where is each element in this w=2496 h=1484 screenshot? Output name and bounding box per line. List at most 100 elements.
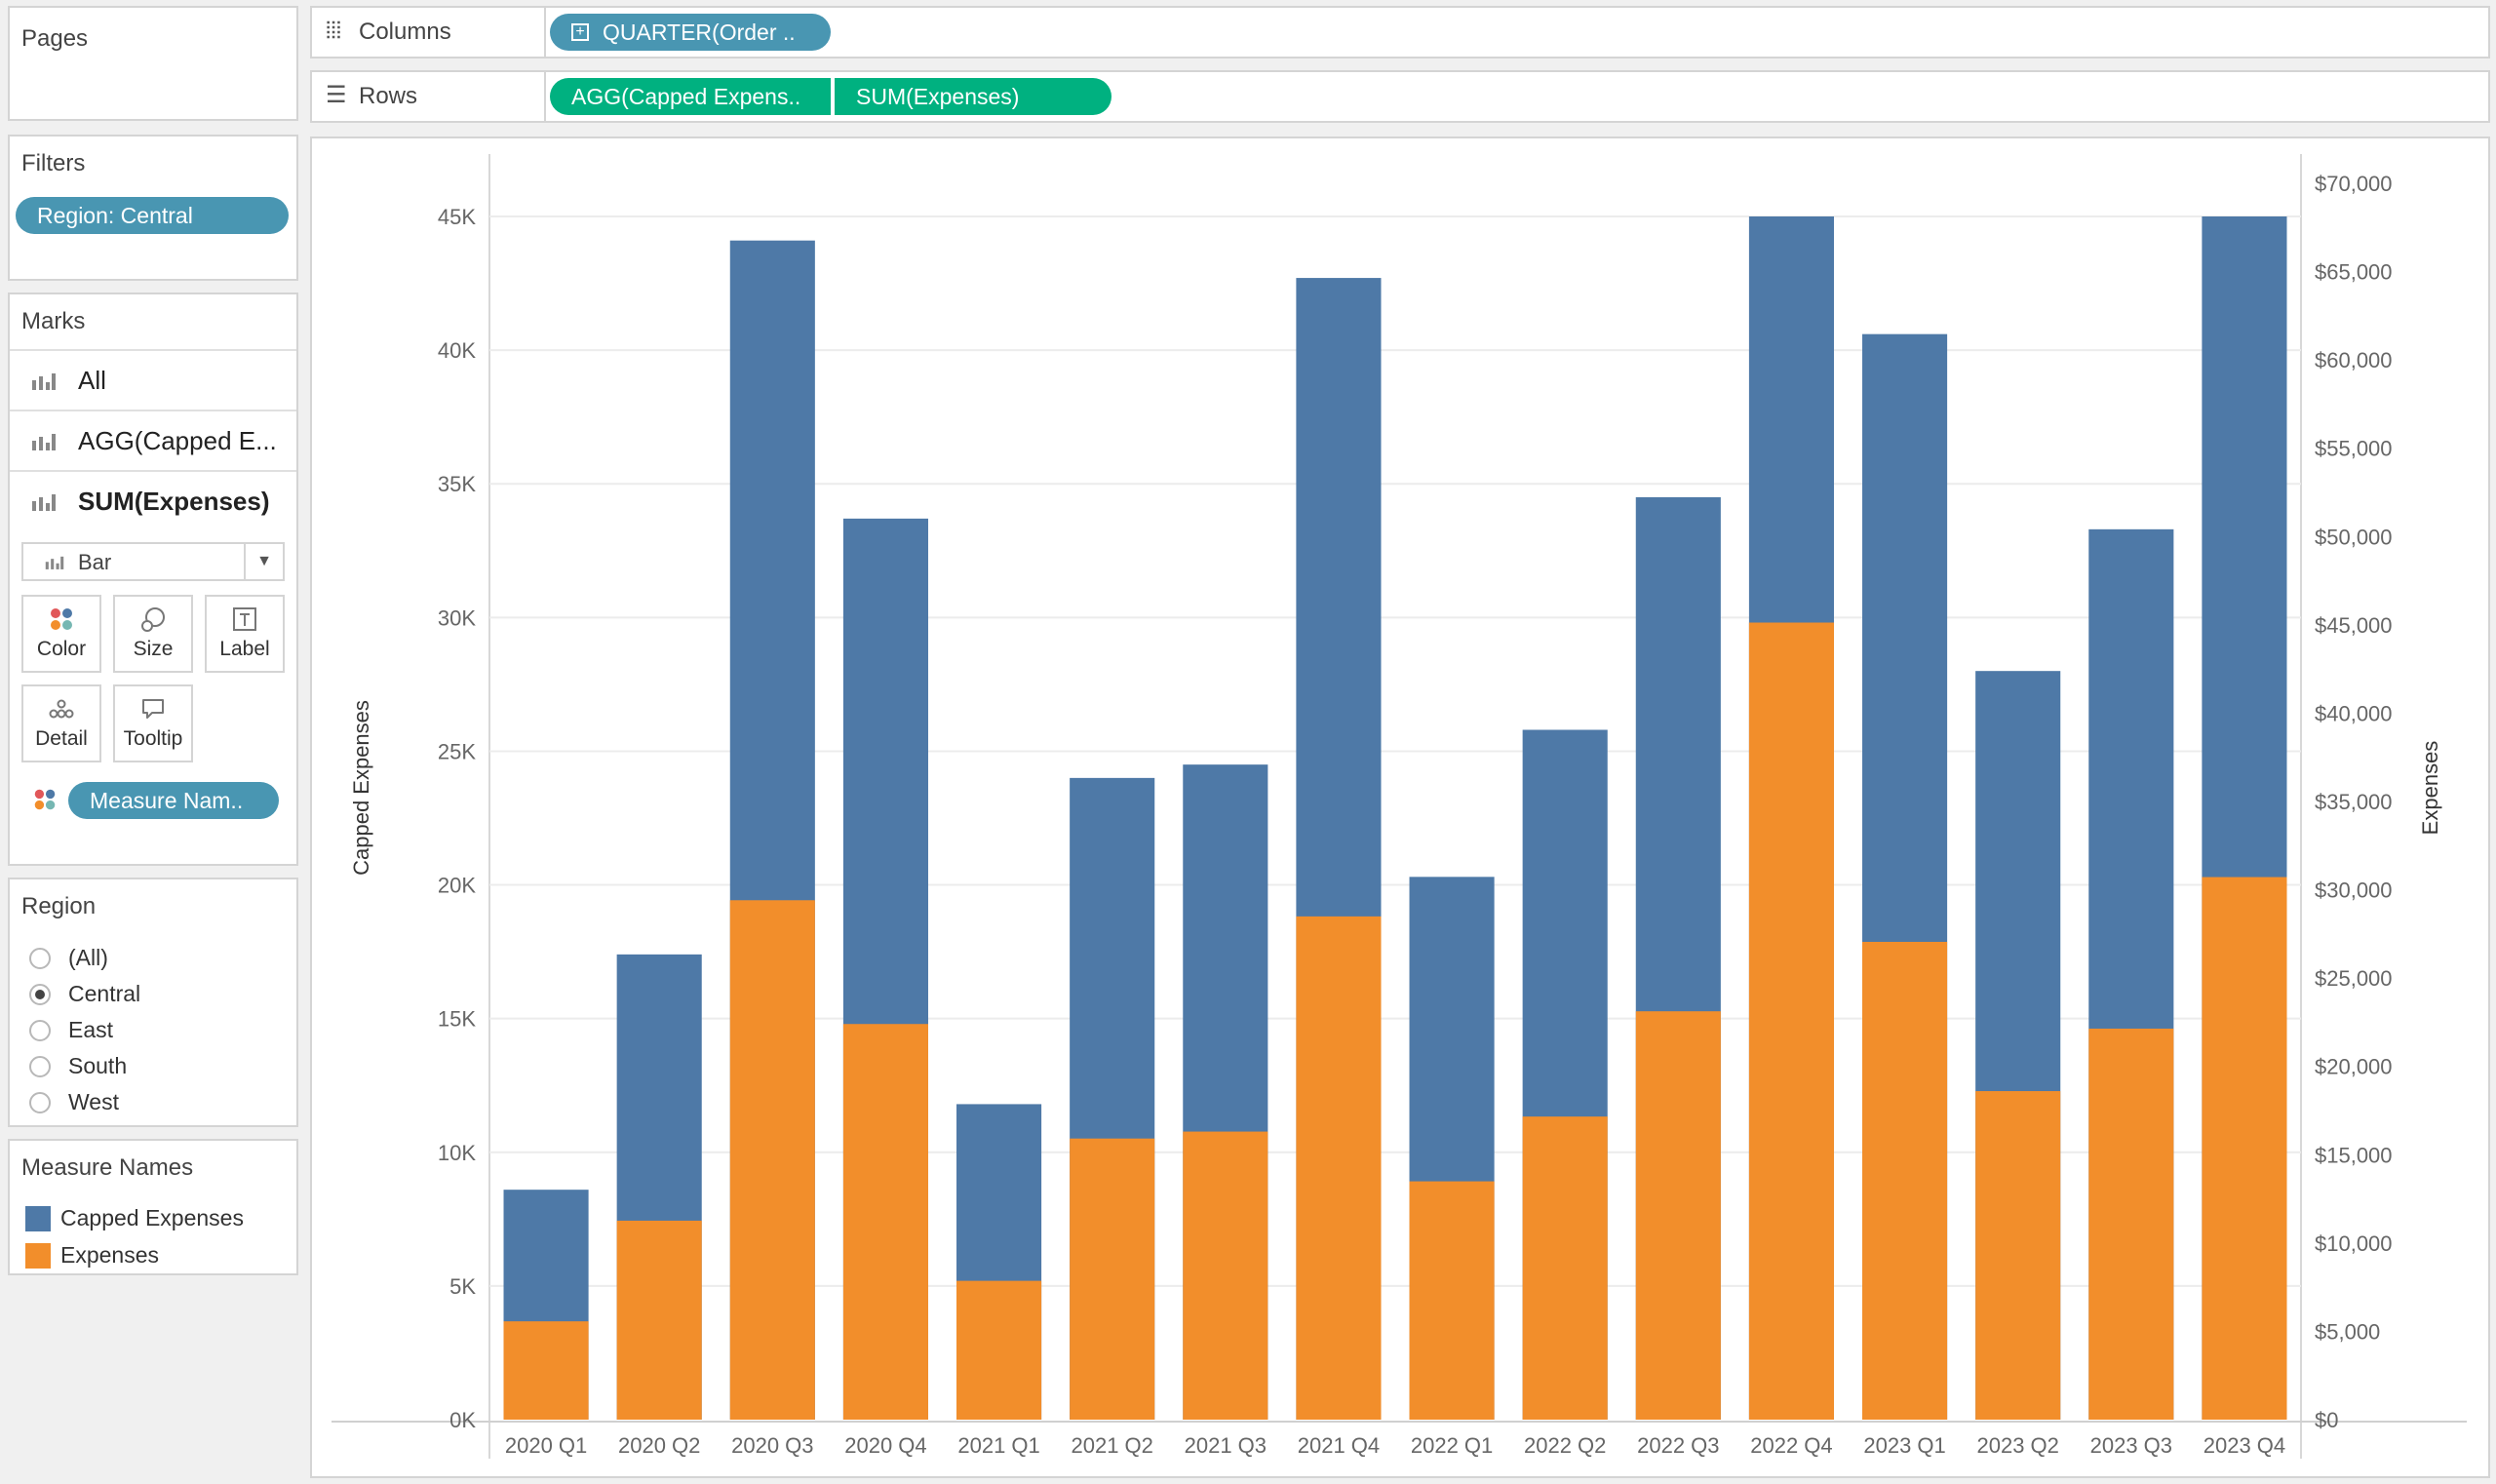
expenses-bar — [1070, 1138, 1155, 1420]
left-tick-label: 15K — [438, 1007, 476, 1032]
x-tick-label: 2023 Q4 — [2204, 1433, 2285, 1458]
left-tick-label: 25K — [438, 739, 476, 763]
radio-button[interactable] — [29, 1056, 51, 1077]
expenses-bar — [1862, 941, 1948, 1420]
bar-chart-icon — [32, 434, 56, 450]
right-tick-label: $5,000 — [2315, 1319, 2380, 1344]
label-button[interactable]: Label — [205, 595, 285, 673]
legend-swatch — [25, 1206, 51, 1231]
right-tick-label: $15,000 — [2315, 1143, 2393, 1167]
expenses-bar — [1748, 622, 1834, 1420]
right-tick-label: $40,000 — [2315, 701, 2393, 725]
expenses-bar — [956, 1280, 1042, 1420]
sum-expenses-pill[interactable]: SUM(Expenses) — [835, 78, 1112, 115]
marks-row-capped[interactable]: AGG(Capped E... — [10, 410, 296, 468]
region-option-label: Central — [68, 981, 141, 1006]
label-button-label: Label — [219, 638, 270, 660]
region-option-central[interactable]: Central — [27, 979, 140, 1008]
radio-button-selected[interactable] — [29, 984, 51, 1005]
region-filter-pill[interactable]: Region: Central — [16, 197, 289, 234]
pages-card: Pages — [8, 6, 298, 121]
rows-shelf[interactable]: ☰ Rows AGG(Capped Expens.. SUM(Expenses) — [310, 70, 2490, 123]
marks-row-label: AGG(Capped E... — [78, 426, 277, 455]
left-axis-title: Capped Expenses — [349, 700, 373, 876]
legend-item-label: Expenses — [60, 1242, 160, 1268]
region-option-east[interactable]: East — [27, 1015, 113, 1044]
radio-button[interactable] — [29, 1092, 51, 1113]
x-tick-label: 2023 Q3 — [2090, 1433, 2172, 1458]
bar-chart-icon — [45, 556, 64, 569]
text-label-icon — [207, 605, 283, 634]
columns-shelf[interactable]: ⦙⦙⦙ Columns + QUARTER(Order .. — [310, 6, 2490, 59]
expand-plus-icon[interactable]: + — [571, 23, 589, 41]
marks-row-sum-expenses[interactable]: SUM(Expenses) — [10, 470, 296, 528]
x-tick-label: 2022 Q3 — [1637, 1433, 1719, 1458]
left-tick-label: 35K — [438, 472, 476, 496]
x-tick-label: 2021 Q2 — [1071, 1433, 1152, 1458]
quarter-order-date-pill[interactable]: + QUARTER(Order .. — [550, 14, 831, 51]
expenses-bar — [1975, 1091, 2061, 1420]
dual-axis-bar-chart[interactable]: 0K 5K 10K 15K 20K 25K 30K 35K 40K 45K $0 $5,000 $10,… — [312, 138, 2488, 1476]
right-tick-label: $25,000 — [2315, 966, 2393, 991]
x-tick-label: 2020 Q4 — [844, 1433, 926, 1458]
region-option-south[interactable]: South — [27, 1051, 127, 1080]
marks-row-all[interactable]: All — [10, 349, 296, 408]
color-dots-icon — [34, 789, 56, 810]
size-button[interactable]: Size — [113, 595, 193, 673]
left-tick-label: 40K — [438, 338, 476, 363]
detail-button[interactable]: Detail — [21, 684, 101, 762]
x-tick-label: 2023 Q2 — [1976, 1433, 2058, 1458]
left-tick-label: 5K — [449, 1274, 476, 1299]
right-tick-label: $0 — [2315, 1408, 2338, 1432]
right-axis-title: Expenses — [2418, 741, 2442, 836]
right-tick-label: $35,000 — [2315, 790, 2393, 814]
right-tick-label: $50,000 — [2315, 525, 2393, 549]
expenses-bar — [1409, 1181, 1495, 1420]
x-tick-label: 2020 Q3 — [731, 1433, 813, 1458]
radio-button[interactable] — [29, 1020, 51, 1041]
tooltip-button[interactable]: Tooltip — [113, 684, 193, 762]
region-option-all[interactable]: (All) — [27, 943, 108, 972]
legend-item-capped-expenses[interactable]: Capped Expenses — [23, 1203, 244, 1232]
color-button[interactable]: Color — [21, 595, 101, 673]
left-tick-label: 10K — [438, 1141, 476, 1165]
legend-swatch — [25, 1243, 51, 1269]
right-tick-label: $45,000 — [2315, 613, 2393, 638]
x-tick-label: 2020 Q2 — [618, 1433, 700, 1458]
detail-dots-icon — [23, 694, 99, 723]
marks-title: Marks — [21, 308, 86, 334]
legend-item-label: Capped Expenses — [60, 1205, 244, 1230]
filters-title: Filters — [21, 150, 86, 176]
x-tick-label: 2021 Q1 — [957, 1433, 1039, 1458]
right-tick-label: $20,000 — [2315, 1055, 2393, 1079]
region-option-west[interactable]: West — [27, 1087, 119, 1116]
legend-item-expenses[interactable]: Expenses — [23, 1240, 159, 1269]
x-tick-label: 2021 Q4 — [1298, 1433, 1380, 1458]
expenses-bar — [729, 900, 815, 1420]
rows-icon: ☰ — [326, 82, 347, 108]
mark-type-dropdown[interactable]: Bar ▼ — [21, 542, 285, 581]
tooltip-button-label: Tooltip — [123, 727, 183, 750]
x-tick-label: 2022 Q4 — [1750, 1433, 1832, 1458]
right-tick-label: $30,000 — [2315, 879, 2393, 903]
region-option-label: (All) — [68, 945, 108, 970]
right-tick-label: $65,000 — [2315, 260, 2393, 285]
measure-names-color-pill[interactable]: Measure Nam.. — [68, 782, 279, 819]
bar-chart-icon — [32, 373, 56, 390]
expenses-bar — [2088, 1028, 2174, 1420]
expenses-bar — [616, 1220, 702, 1420]
left-tick-label: 30K — [438, 605, 476, 630]
mark-type-label: Bar — [78, 550, 112, 574]
expenses-bar — [1183, 1131, 1268, 1420]
right-tick-label: $70,000 — [2315, 172, 2393, 196]
marks-card: Marks All AGG(Capped E... SUM(Expenses) … — [8, 293, 298, 866]
size-button-label: Size — [133, 638, 174, 660]
chevron-down-icon: ▼ — [244, 544, 283, 579]
expenses-bar — [1296, 916, 1382, 1420]
agg-capped-expenses-pill[interactable]: AGG(Capped Expens.. — [550, 78, 831, 115]
filters-card: Filters Region: Central — [8, 135, 298, 281]
radio-button[interactable] — [29, 948, 51, 969]
columns-icon: ⦙⦙⦙ — [326, 18, 342, 44]
right-tick-label: $55,000 — [2315, 437, 2393, 461]
x-tick-label: 2021 Q3 — [1185, 1433, 1267, 1458]
